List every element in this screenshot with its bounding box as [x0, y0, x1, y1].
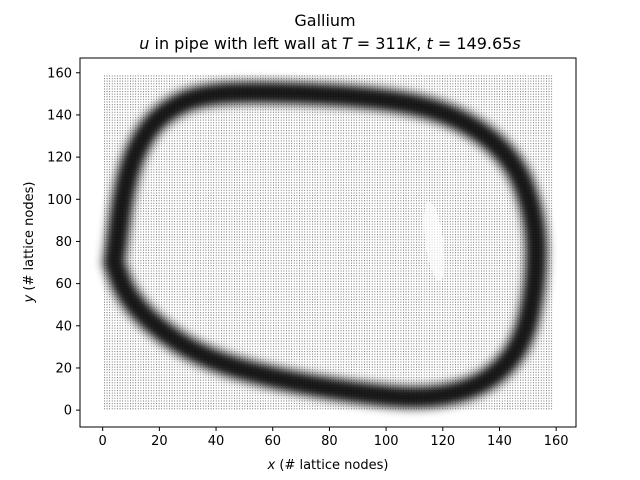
x-tick-label: 40 [208, 434, 225, 449]
subtitle-t-symbol: t [427, 34, 434, 53]
y-tick-label: 140 [47, 108, 72, 123]
y-tick-label: 80 [55, 235, 72, 250]
y-axis-label-var: y [22, 294, 37, 303]
x-axis-label-text: (# lattice nodes) [275, 458, 388, 473]
x-axis-label: x (# lattice nodes) [267, 458, 389, 473]
x-tick-label: 60 [264, 434, 281, 449]
x-axis-label-var: x [267, 458, 276, 473]
axis-ticks: 0 20 40 60 80 100 120 140 160 0 20 40 60 80 100 120 140 1… [47, 66, 568, 449]
y-axis-label-text: (# lattice nodes) [22, 182, 37, 295]
x-tick-label: 80 [321, 434, 338, 449]
chart-subtitle: u in pipe with left wall at T = 311K, t … [139, 34, 520, 53]
y-tick-label: 100 [47, 193, 72, 208]
low-velocity-pocket [423, 201, 445, 282]
subtitle-separator: , [416, 34, 426, 53]
y-tick-label: 0 [64, 404, 72, 419]
subtitle-t-value: = 149.65 [433, 34, 513, 53]
y-tick-label: 20 [55, 361, 72, 376]
x-tick-label: 0 [99, 434, 107, 449]
x-tick-label: 120 [430, 434, 455, 449]
plot-area [99, 74, 554, 413]
x-tick-label: 160 [544, 434, 569, 449]
x-tick-label: 140 [487, 434, 512, 449]
y-tick-label: 120 [47, 151, 72, 166]
subtitle-middle: in pipe with left wall at [149, 34, 342, 53]
subtitle-T-unit: K [406, 34, 418, 53]
vortex-band [105, 83, 546, 407]
subtitle-var: u [139, 34, 149, 53]
y-tick-label: 160 [47, 66, 72, 81]
subtitle-T-symbol: T [342, 34, 353, 53]
x-tick-label: 100 [374, 434, 399, 449]
x-tick-label: 20 [151, 434, 168, 449]
subtitle-T-value: = 311 [352, 34, 406, 53]
y-tick-label: 60 [55, 277, 72, 292]
y-axis-label: y (# lattice nodes) [22, 182, 37, 304]
chart-title: Gallium [294, 11, 355, 30]
axes-frame [79, 57, 577, 428]
subtitle-t-unit: s [512, 34, 520, 53]
y-tick-label: 40 [55, 319, 72, 334]
